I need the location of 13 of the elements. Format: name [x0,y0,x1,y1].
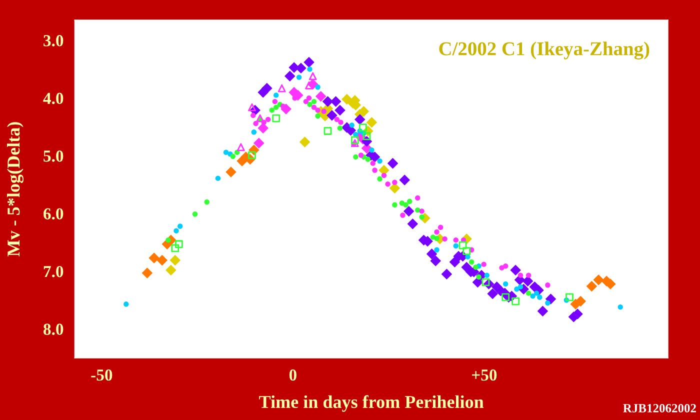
y-tick-label: 4.0 [43,92,64,104]
x-axis-title: Time in days from Perihelion [259,395,484,412]
y-tick-label: 8.0 [44,324,64,335]
x-tick-label: +50 [472,369,497,381]
x-tick-label: 0 [289,369,296,381]
y-tick-label: 3.0 [44,35,64,46]
y-tick-label: 5.0 [44,150,64,162]
text: RJB12062002 [623,404,696,412]
annotation: C/2002 C1 (Ikeya-Zhang) [439,42,650,60]
y-tick-label: 6.0 [44,208,64,220]
y-tick-label: 7.0 [44,266,64,278]
x-tick-label: -50 [91,369,112,381]
y-axis-title: Mv - 5*log(Delta) [6,122,24,256]
